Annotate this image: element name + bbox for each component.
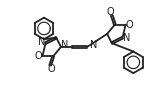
Text: N: N — [123, 34, 130, 43]
Text: O: O — [126, 20, 133, 30]
Text: O: O — [35, 51, 42, 61]
Text: N: N — [38, 37, 45, 47]
Text: O: O — [106, 7, 114, 17]
Text: N: N — [61, 40, 69, 50]
Text: N: N — [90, 40, 98, 50]
Text: O: O — [47, 63, 55, 74]
